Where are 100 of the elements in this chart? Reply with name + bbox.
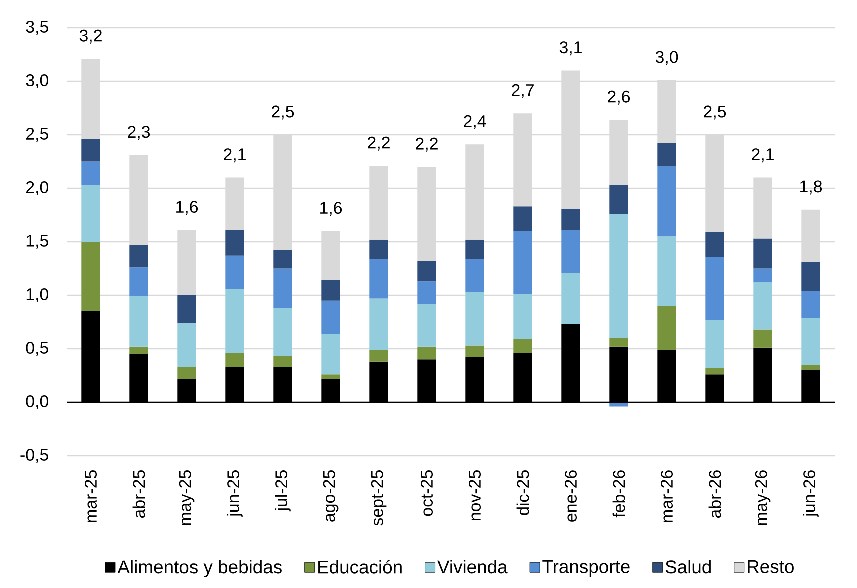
bar — [274, 250, 292, 269]
total-label: 3,2 — [80, 30, 102, 44]
bar — [226, 256, 244, 290]
bar — [274, 308, 292, 356]
total-label: 2,3 — [128, 126, 150, 140]
bar — [274, 134, 292, 251]
bar — [754, 282, 772, 330]
x-tick-label: ene-26 — [565, 470, 578, 522]
bar — [370, 298, 388, 350]
bar — [178, 323, 196, 368]
bar — [514, 114, 532, 207]
bar — [322, 280, 340, 301]
bar — [130, 245, 148, 268]
bar — [130, 155, 148, 246]
total-label: 2,1 — [752, 148, 774, 163]
bar — [82, 59, 100, 140]
bar — [658, 80, 676, 144]
x-tick-label: nov-25 — [469, 470, 482, 520]
bar — [130, 268, 148, 297]
x-tick-label: dic-25 — [516, 470, 530, 516]
x-tick-label: abr-26 — [708, 470, 722, 518]
bar — [562, 230, 580, 274]
x-tick-label: sept-25 — [371, 470, 387, 526]
bar — [82, 242, 100, 312]
bar — [82, 139, 100, 162]
bar — [226, 353, 244, 368]
y-tick-label: 3,5 — [26, 20, 48, 35]
legend-label: Vivienda — [438, 560, 508, 574]
bar — [370, 240, 388, 260]
bar — [658, 236, 676, 306]
legend-label: Educación — [318, 560, 402, 574]
bar — [418, 304, 436, 347]
y-tick-label: 2,5 — [26, 128, 48, 142]
legend-label: Resto — [748, 560, 794, 574]
bar — [322, 300, 340, 334]
total-label: 2,5 — [272, 106, 294, 120]
total-label: 3,0 — [656, 51, 678, 66]
bar — [370, 350, 388, 362]
total-label: 2,1 — [224, 148, 246, 163]
x-tick-label: may-25 — [179, 470, 195, 526]
total-label: 1,6 — [320, 202, 342, 216]
bar — [562, 208, 580, 230]
legend-label: Alimentos y bebidas — [118, 560, 282, 578]
bar — [514, 339, 532, 354]
bar — [466, 259, 484, 292]
bar — [418, 167, 436, 262]
bar — [658, 306, 676, 350]
bar — [706, 256, 724, 320]
bar — [322, 231, 340, 281]
total-label: 2,7 — [512, 84, 534, 98]
bar — [466, 292, 484, 346]
bar — [610, 214, 628, 338]
bar — [226, 178, 244, 230]
total-label: 2,6 — [608, 90, 630, 105]
x-tick-label: oct-25 — [421, 470, 434, 516]
total-label: 3,1 — [560, 42, 582, 56]
x-tick-label: feb-26 — [612, 470, 626, 518]
y-tick-label: 0,5 — [26, 342, 48, 356]
total-label: 2,5 — [704, 106, 726, 120]
bar — [802, 262, 820, 292]
bar — [130, 346, 148, 354]
bar — [706, 368, 724, 375]
bar — [514, 206, 532, 232]
bar — [610, 120, 628, 186]
total-label: 1,8 — [800, 180, 822, 195]
bar — [706, 134, 724, 232]
bar — [754, 330, 772, 348]
x-tick-label: may-26 — [755, 470, 771, 526]
bar — [274, 356, 292, 368]
bar — [418, 261, 436, 282]
x-tick-label: jul-25 — [275, 470, 291, 512]
y-tick-label: 3,0 — [26, 74, 49, 88]
bar — [226, 289, 244, 354]
x-tick-label: mar-26 — [661, 470, 674, 522]
bar — [370, 166, 388, 240]
total-label: 2,2 — [368, 136, 390, 151]
bar — [754, 178, 772, 239]
bar — [226, 230, 244, 256]
bar — [706, 232, 724, 257]
x-tick-label: ago-25 — [323, 470, 339, 522]
bar — [274, 268, 292, 308]
bar — [610, 338, 628, 347]
y-tick-label: 0,0 — [26, 395, 49, 410]
bar — [514, 231, 532, 294]
bar — [322, 334, 340, 375]
bar — [610, 402, 628, 407]
y-tick-label: 1,0 — [26, 288, 49, 302]
bar — [418, 282, 436, 304]
bar — [754, 268, 772, 283]
bar — [658, 166, 676, 237]
bar — [418, 346, 436, 360]
y-tick-label: 1,5 — [26, 235, 48, 249]
bar — [466, 346, 484, 358]
bar — [322, 374, 340, 379]
bar — [82, 185, 100, 242]
y-tick-label: -0,5 — [20, 448, 48, 463]
bar — [562, 70, 580, 209]
bar — [178, 367, 196, 379]
legend-label: Transporte — [542, 560, 630, 578]
bar — [562, 273, 580, 324]
